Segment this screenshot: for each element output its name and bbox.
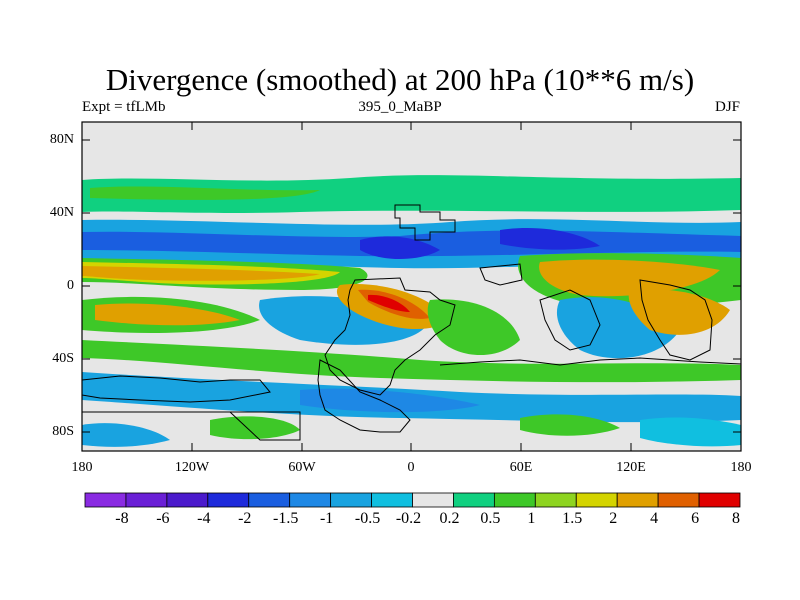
colorbar-swatch — [84, 492, 127, 508]
colorbar-label: 6 — [691, 510, 700, 527]
contour-band — [90, 186, 320, 200]
colorbar-label: -0.2 — [395, 510, 422, 527]
x-tick-label: 60E — [509, 460, 533, 475]
colorbar-swatch — [657, 492, 700, 508]
coastline — [82, 375, 271, 403]
contour-band — [368, 294, 410, 312]
y-tick-label: 80N — [49, 132, 74, 147]
colorbar-swatch — [125, 492, 168, 508]
x-tick-label: 120W — [174, 460, 210, 475]
contour-band — [95, 303, 240, 326]
colorbar-swatch — [493, 492, 536, 508]
contour-band — [427, 299, 520, 355]
colorbar-swatch — [412, 492, 454, 508]
colorbar-swatch — [698, 492, 741, 508]
coastline — [479, 263, 523, 286]
contour-band — [82, 266, 320, 281]
colorbar-swatch — [534, 492, 577, 508]
colorbar-label: -4 — [197, 510, 211, 527]
colorbar-label: -1 — [319, 510, 334, 527]
colorbar-swatch — [166, 492, 209, 508]
season-label: DJF — [714, 99, 740, 115]
coastline — [439, 357, 741, 366]
colorbar-label: -6 — [156, 510, 170, 527]
colorbar-label: -0.5 — [354, 510, 381, 527]
contour-band — [82, 423, 170, 447]
colorbar-swatch — [207, 492, 250, 508]
colorbar-label: -1.5 — [273, 510, 299, 527]
y-tick-label: 40N — [49, 205, 74, 220]
coastline — [324, 277, 456, 396]
x-tick-label: 60W — [288, 460, 316, 475]
colorbar-swatch — [330, 492, 372, 508]
x-tick-label: 120E — [616, 460, 646, 475]
colorbar-label: 4 — [650, 510, 659, 527]
contour-band — [300, 388, 480, 413]
coastline — [82, 411, 301, 441]
colorbar-label: 0.2 — [439, 510, 460, 527]
contour-band — [210, 416, 300, 440]
colorbar-label: 8 — [732, 510, 740, 527]
colorbar-swatch — [453, 492, 495, 508]
colorbar-swatch — [371, 492, 413, 508]
colorbar-swatch — [616, 492, 659, 508]
contour-band — [539, 259, 720, 297]
y-tick-label: 0 — [67, 278, 74, 293]
colorbar-label: 1 — [527, 510, 536, 527]
coastlines — [82, 204, 741, 441]
colorbar-swatch — [289, 492, 332, 508]
x-tick-label: 180 — [730, 460, 752, 475]
colorbar-label: -8 — [115, 510, 129, 527]
contour-field — [82, 175, 741, 447]
y-tick-label: 40S — [52, 351, 74, 366]
contour-band — [520, 414, 620, 436]
x-tick-label: 0 — [407, 460, 415, 475]
experiment-id: 395_0_MaBP — [358, 99, 442, 115]
x-tick-label: 180 — [71, 460, 93, 475]
contour-band — [82, 175, 741, 213]
y-tick-label: 80S — [52, 424, 74, 439]
chart-title: Divergence (smoothed) at 200 hPa (10**6 … — [105, 62, 695, 97]
experiment-label: Expt = tfLMb — [82, 99, 166, 115]
colorbar-swatch — [248, 492, 291, 508]
colorbar-label: 0.5 — [480, 510, 501, 527]
coastline — [539, 289, 601, 351]
contour-band — [82, 340, 741, 383]
contour-band — [500, 227, 600, 250]
colorbar-label: -2 — [238, 510, 252, 527]
colorbar — [84, 492, 741, 508]
contour-band — [640, 417, 741, 447]
coastline — [317, 359, 411, 433]
contour-band — [360, 236, 440, 259]
coastline — [639, 279, 713, 361]
colorbar-swatch — [575, 492, 618, 508]
coastline — [394, 204, 456, 241]
colorbar-label: 1.5 — [562, 510, 583, 527]
colorbar-label: 2 — [609, 510, 618, 527]
axis-ticks — [82, 122, 741, 451]
